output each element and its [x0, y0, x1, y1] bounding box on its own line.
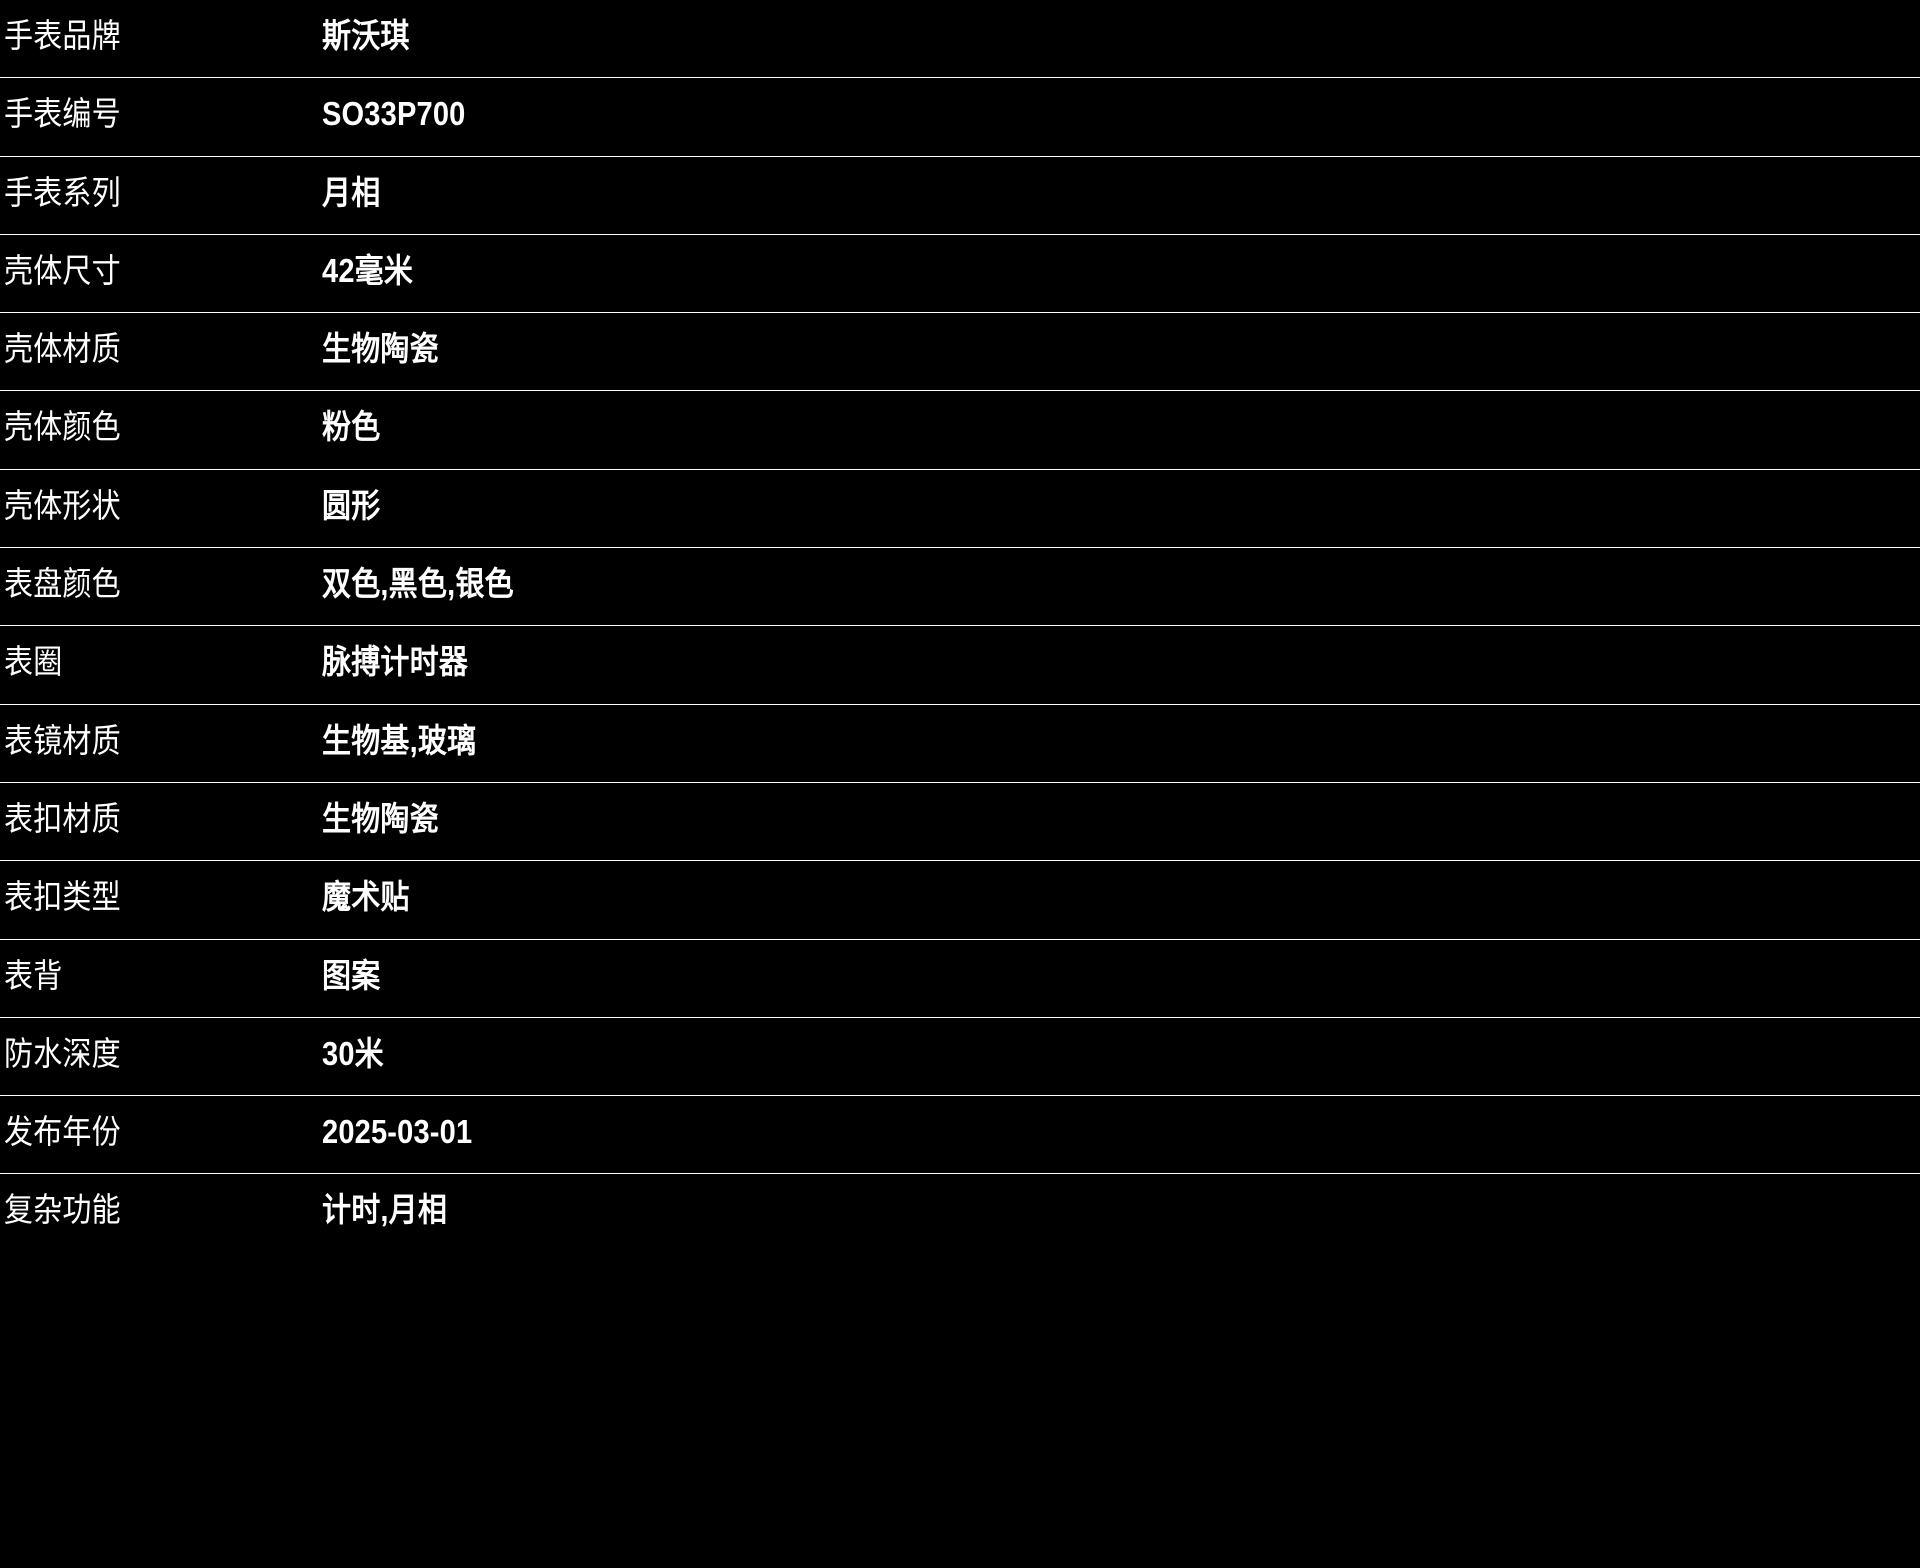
table-row: 表扣类型 魔术贴 [0, 861, 1920, 940]
spec-label: 表盘颜色 [4, 565, 121, 603]
spec-label: 表圈 [4, 643, 63, 681]
table-row: 手表品牌 斯沃琪 [0, 0, 1920, 79]
spec-value: 月相 [322, 173, 381, 211]
table-row: 手表编号 SO33P700 [0, 78, 1920, 157]
spec-label: 表扣材质 [4, 799, 121, 837]
spec-value: 2025-03-01 [322, 1113, 473, 1151]
spec-label: 表背 [4, 956, 63, 994]
table-row: 表盘颜色 双色,黑色,银色 [0, 548, 1920, 627]
table-row: 表背 图案 [0, 940, 1920, 1018]
spec-value: 42毫米 [322, 251, 414, 289]
spec-label: 手表编号 [4, 95, 121, 133]
table-row: 壳体尺寸 42毫米 [0, 235, 1920, 314]
table-row: 表镜材质 生物基,玻璃 [0, 705, 1920, 783]
spec-label: 表镜材质 [4, 721, 121, 759]
spec-label: 壳体形状 [4, 486, 121, 524]
table-row: 复杂功能 计时,月相 [0, 1174, 1920, 1256]
table-row: 壳体形状 圆形 [0, 470, 1920, 549]
spec-label: 防水深度 [4, 1034, 121, 1072]
spec-label: 复杂功能 [4, 1191, 121, 1229]
spec-value: SO33P700 [322, 95, 466, 133]
spec-label: 壳体尺寸 [4, 251, 121, 289]
table-row: 表扣材质 生物陶瓷 [0, 783, 1920, 862]
spec-value: 生物基,玻璃 [322, 721, 477, 759]
spec-value: 魔术贴 [322, 878, 410, 916]
spec-value: 计时,月相 [322, 1191, 448, 1229]
table-row: 防水深度 30米 [0, 1018, 1920, 1097]
spec-value: 生物陶瓷 [322, 799, 439, 837]
spec-value: 圆形 [322, 486, 381, 524]
spec-label: 手表系列 [4, 173, 121, 211]
spec-value: 图案 [322, 956, 381, 994]
spec-value: 生物陶瓷 [322, 330, 439, 368]
spec-value: 双色,黑色,银色 [322, 565, 514, 603]
table-row: 壳体材质 生物陶瓷 [0, 313, 1920, 392]
spec-label: 壳体颜色 [4, 408, 121, 446]
spec-label: 表扣类型 [4, 878, 121, 916]
spec-label: 壳体材质 [4, 330, 121, 368]
table-row: 发布年份 2025-03-01 [0, 1096, 1920, 1175]
spec-value: 30米 [322, 1034, 384, 1072]
spec-value: 斯沃琪 [322, 17, 410, 54]
spec-value: 粉色 [322, 408, 381, 446]
spec-label: 发布年份 [4, 1113, 121, 1151]
table-row: 壳体颜色 粉色 [0, 391, 1920, 470]
spec-label: 手表品牌 [4, 17, 121, 54]
table-row: 手表系列 月相 [0, 157, 1920, 235]
table-row: 表圈 脉搏计时器 [0, 626, 1920, 705]
spec-value: 脉搏计时器 [322, 643, 469, 681]
